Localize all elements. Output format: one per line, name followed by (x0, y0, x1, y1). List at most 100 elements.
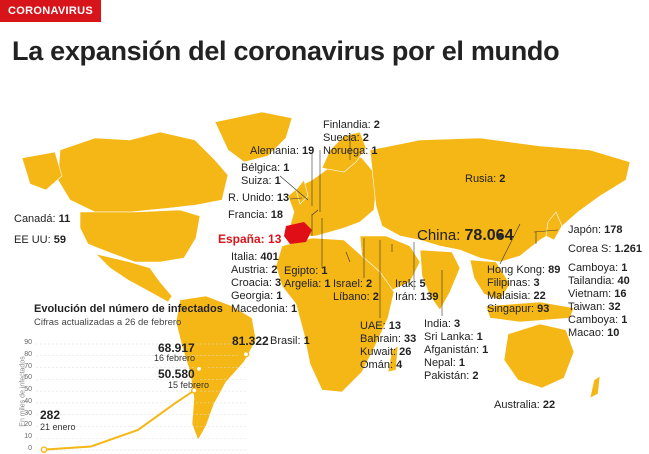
chart-point (195, 365, 203, 373)
country-name: Francia: (228, 209, 271, 221)
country-name: Vietnam: (568, 288, 615, 300)
label-rusia: Rusia: 2 (465, 173, 505, 186)
label-argelia: Argelia: 1 (284, 278, 330, 291)
country-name: Noruega: (323, 145, 372, 157)
country-name: Camboya: (568, 262, 622, 274)
case-count: 2 (366, 278, 373, 290)
nz-shape (589, 375, 601, 399)
country-name: Omán: (360, 359, 397, 371)
label-alemania: Alemania: 19 (250, 145, 314, 158)
country-name: España: (218, 232, 269, 246)
case-count: 2 (372, 291, 379, 303)
label-taiwan: Taiwan: 32 (568, 301, 621, 314)
chart-annotation-value: 68.917 (158, 341, 195, 355)
chart-y-tick: 20 (24, 421, 32, 429)
case-count: 5 (419, 278, 426, 290)
case-count: 1 (458, 357, 465, 369)
case-count: 1 (476, 331, 483, 343)
label-suecia: Suecia: 2 (323, 132, 369, 145)
country-name: India: (424, 318, 454, 330)
mexico-shape (95, 253, 173, 303)
country-name: Nepal: (424, 357, 459, 369)
country-name: Afganistán: (424, 344, 483, 356)
label-malaisia: Malaisia: 22 (487, 290, 546, 303)
case-count: 16 (614, 288, 627, 300)
case-count: 10 (607, 327, 620, 339)
page-title: La expansión del coronavirus por el mund… (12, 36, 560, 66)
country-name: R. Unido: (228, 192, 277, 204)
case-count: 178 (604, 224, 623, 236)
chart-annotation-date: 21 enero (40, 422, 76, 432)
leader-lines (279, 133, 559, 318)
case-count: 13 (388, 320, 401, 332)
country-name: Corea S: (568, 243, 615, 255)
case-count: 139 (420, 291, 439, 303)
label-canada: Canadá: 11 (14, 213, 70, 226)
label-belgica: Bélgica: 1 (241, 162, 289, 175)
japan-shape (545, 211, 563, 241)
chart-y-tick: 60 (24, 374, 32, 382)
label-irak: Irak: 5 (395, 278, 426, 291)
label-francia: Francia: 18 (228, 209, 283, 222)
country-name: China: (417, 227, 465, 244)
chart-y-tick: 70 (24, 362, 32, 370)
chart-y-tick: 90 (24, 339, 32, 346)
country-name: Japón: (568, 224, 605, 236)
case-count: 2 (373, 119, 380, 131)
label-tailandia: Tailandia: 40 (568, 275, 630, 288)
chart-y-tick: 80 (24, 350, 32, 358)
country-name: Tailandia: (568, 275, 618, 287)
case-count: 3 (453, 318, 461, 330)
greenland-shape (214, 111, 293, 163)
case-count: 2 (362, 132, 369, 144)
country-name: Irak: (395, 278, 420, 290)
label-japon: Japón: 178 (568, 224, 622, 237)
country-name: Finlandia: (323, 119, 374, 131)
country-name: Argelia: (284, 278, 325, 290)
section-tag[interactable]: CORONAVIRUS (0, 0, 101, 22)
chart-annotation-value: 81.322 (232, 334, 269, 348)
country-name: Australia: (494, 399, 543, 411)
case-count: 2 (472, 370, 479, 382)
label-vietnam: Vietnam: 16 (568, 288, 627, 301)
chart-annotation-value: 282 (40, 408, 61, 422)
alaska-shape (21, 151, 63, 191)
country-name: Irán: (395, 291, 421, 303)
country-name: Egipto: (284, 265, 322, 277)
south-america-shape (175, 295, 257, 441)
chart-annotation-date: 15 febrero (168, 380, 210, 390)
case-count: 4 (396, 359, 403, 371)
label-nepal: Nepal: 1 (424, 357, 465, 370)
country-name: Israel: (333, 278, 367, 290)
country-name: EE UU: (14, 234, 54, 246)
chart-point (40, 446, 48, 453)
russia-asia-shape (369, 137, 631, 263)
country-name: Suecia: (323, 132, 363, 144)
case-count: 3 (275, 277, 282, 289)
country-name: Suiza: (241, 175, 275, 187)
case-count: 19 (301, 145, 315, 157)
chart-subtitle: Cifras actualizadas a 26 de febrero (34, 317, 182, 328)
country-name: Brasil: (270, 335, 304, 347)
country-name: Austria: (231, 264, 272, 276)
label-uae: UAE: 13 (360, 320, 401, 333)
case-count: 1 (371, 145, 378, 157)
spain-shape (284, 222, 312, 244)
country-name: Alemania: (250, 145, 302, 157)
case-count: 13 (276, 192, 290, 204)
label-runido: R. Unido: 13 (228, 192, 289, 205)
label-israel: Israel: 2 (333, 278, 372, 291)
case-count: 13 (268, 232, 282, 246)
scandinavia-shape (321, 131, 367, 173)
label-finlandia: Finlandia: 2 (323, 119, 380, 132)
case-count: 32 (608, 301, 621, 313)
country-name: Rusia: (465, 173, 500, 185)
label-afganistan: Afganistán: 1 (424, 344, 488, 357)
label-italia: Italia: 401 (231, 251, 279, 264)
case-count: 89 (548, 264, 561, 276)
country-name: Macao: (568, 327, 608, 339)
label-macedonia: Macedonia: 1 (231, 303, 297, 316)
india-shape (419, 249, 461, 311)
case-count: 1 (276, 290, 283, 302)
label-singapur: Singapur: 93 (487, 303, 549, 316)
